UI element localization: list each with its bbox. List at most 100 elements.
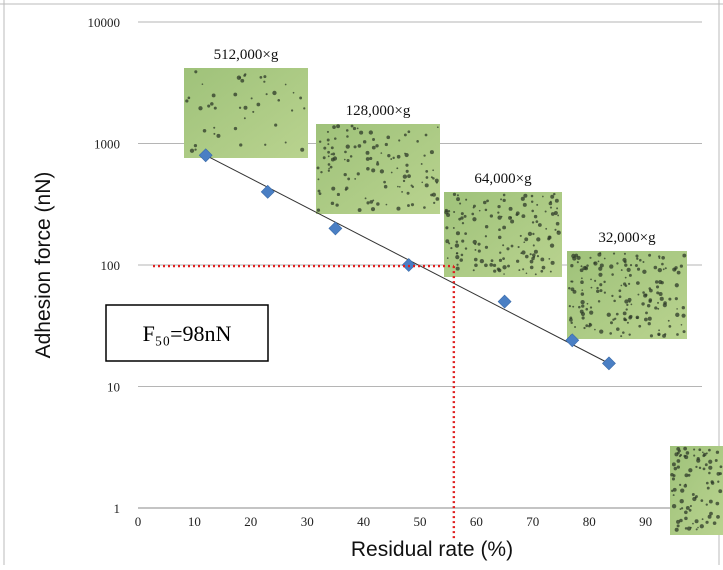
particle-dot [187,96,191,100]
particle-dot [474,263,478,268]
particle-dot [402,174,408,179]
particle-dot [425,170,429,173]
particle-dot [497,215,502,220]
particle-dot [390,171,393,174]
particle-dot [502,244,505,247]
particle-dot [425,176,429,179]
particle-dot [327,169,330,172]
particle-dot [524,237,529,242]
particle-dot [259,76,263,79]
particle-dot [402,179,406,183]
y-tick-label: 1 [114,501,121,516]
particle-dot [535,220,539,223]
particle-dot [536,203,539,206]
particle-dot [499,251,502,254]
particle-dot [657,301,660,304]
particle-dot [648,287,652,290]
particle-dot [498,258,503,263]
particle-dot [680,507,684,510]
particle-dot [524,254,529,259]
particle-dot [210,102,214,106]
particle-dot [277,98,281,102]
particle-dot [384,142,388,147]
particle-dot [674,297,678,301]
particle-dot [691,493,695,496]
particle-dot [345,144,350,149]
particle-dot [667,319,670,322]
particle-dot [497,211,500,214]
particle-dot [699,524,704,529]
particle-dot [544,210,547,213]
particle-dot [603,257,606,260]
particle-dot [626,303,629,307]
particle-dot [318,140,322,143]
particle-dot [502,198,506,202]
particle-dot [568,286,571,290]
particle-dot [693,448,696,451]
micrograph-image [316,124,440,214]
particle-dot [648,299,652,303]
particle-dot [581,316,585,320]
particle-dot [590,278,592,281]
particle-dot [529,259,534,264]
particle-dot [530,194,534,198]
particle-dot [430,176,433,179]
particle-dot [677,449,681,453]
particle-dot [446,212,451,218]
particle-dot [429,150,434,155]
particle-dot [695,528,698,531]
particle-dot [580,280,584,284]
particle-dot [603,280,606,284]
particle-dot [553,210,558,216]
data-point [198,148,213,163]
particle-dot [410,203,415,207]
particle-dot [397,185,399,188]
particle-dot [648,253,652,257]
particle-dot [263,80,266,83]
particle-dot [589,310,594,315]
particle-dot [634,263,638,267]
particle-dot [653,265,658,270]
particle-dot [523,241,526,244]
particle-dot [555,221,560,226]
particle-dot [626,321,629,324]
particle-dot [484,208,488,212]
particle-dot [446,257,449,259]
particle-dot [694,519,699,524]
particle-dot [240,78,245,83]
particle-dot [330,146,334,150]
micrograph-image [670,446,723,535]
particle-dot [581,289,584,291]
particle-dot [461,222,465,225]
particle-dot [644,317,648,322]
particle-dot [682,330,686,334]
particle-dot [317,178,320,181]
particle-dot [657,267,663,273]
particle-dot [509,216,512,219]
x-axis-title: Residual rate (%) [351,538,513,561]
particle-dot [697,526,699,529]
particle-dot [233,92,238,97]
particle-dot [461,239,465,243]
particle-dot [687,473,691,477]
particle-dot [568,304,571,308]
particle-dot [708,471,711,475]
particle-dot [612,318,615,321]
particle-dot [456,194,459,197]
particle-dot [693,454,696,457]
particle-dot [453,210,456,213]
particle-dot [531,221,535,224]
particle-dot [679,518,683,523]
particle-dot [507,264,510,268]
particle-dot [473,257,478,262]
particle-dot [589,256,592,259]
x-tick-label: 0 [135,514,142,529]
inset-label: 64,000×g [474,171,532,187]
particle-dot [515,211,520,216]
f50-annotation-text: F₅₀=98nN [143,321,232,346]
particle-dot [679,453,683,457]
x-tick-label: 60 [470,514,483,529]
particle-dot [347,177,351,181]
particle-dot [694,495,698,499]
particle-dot [536,255,540,258]
